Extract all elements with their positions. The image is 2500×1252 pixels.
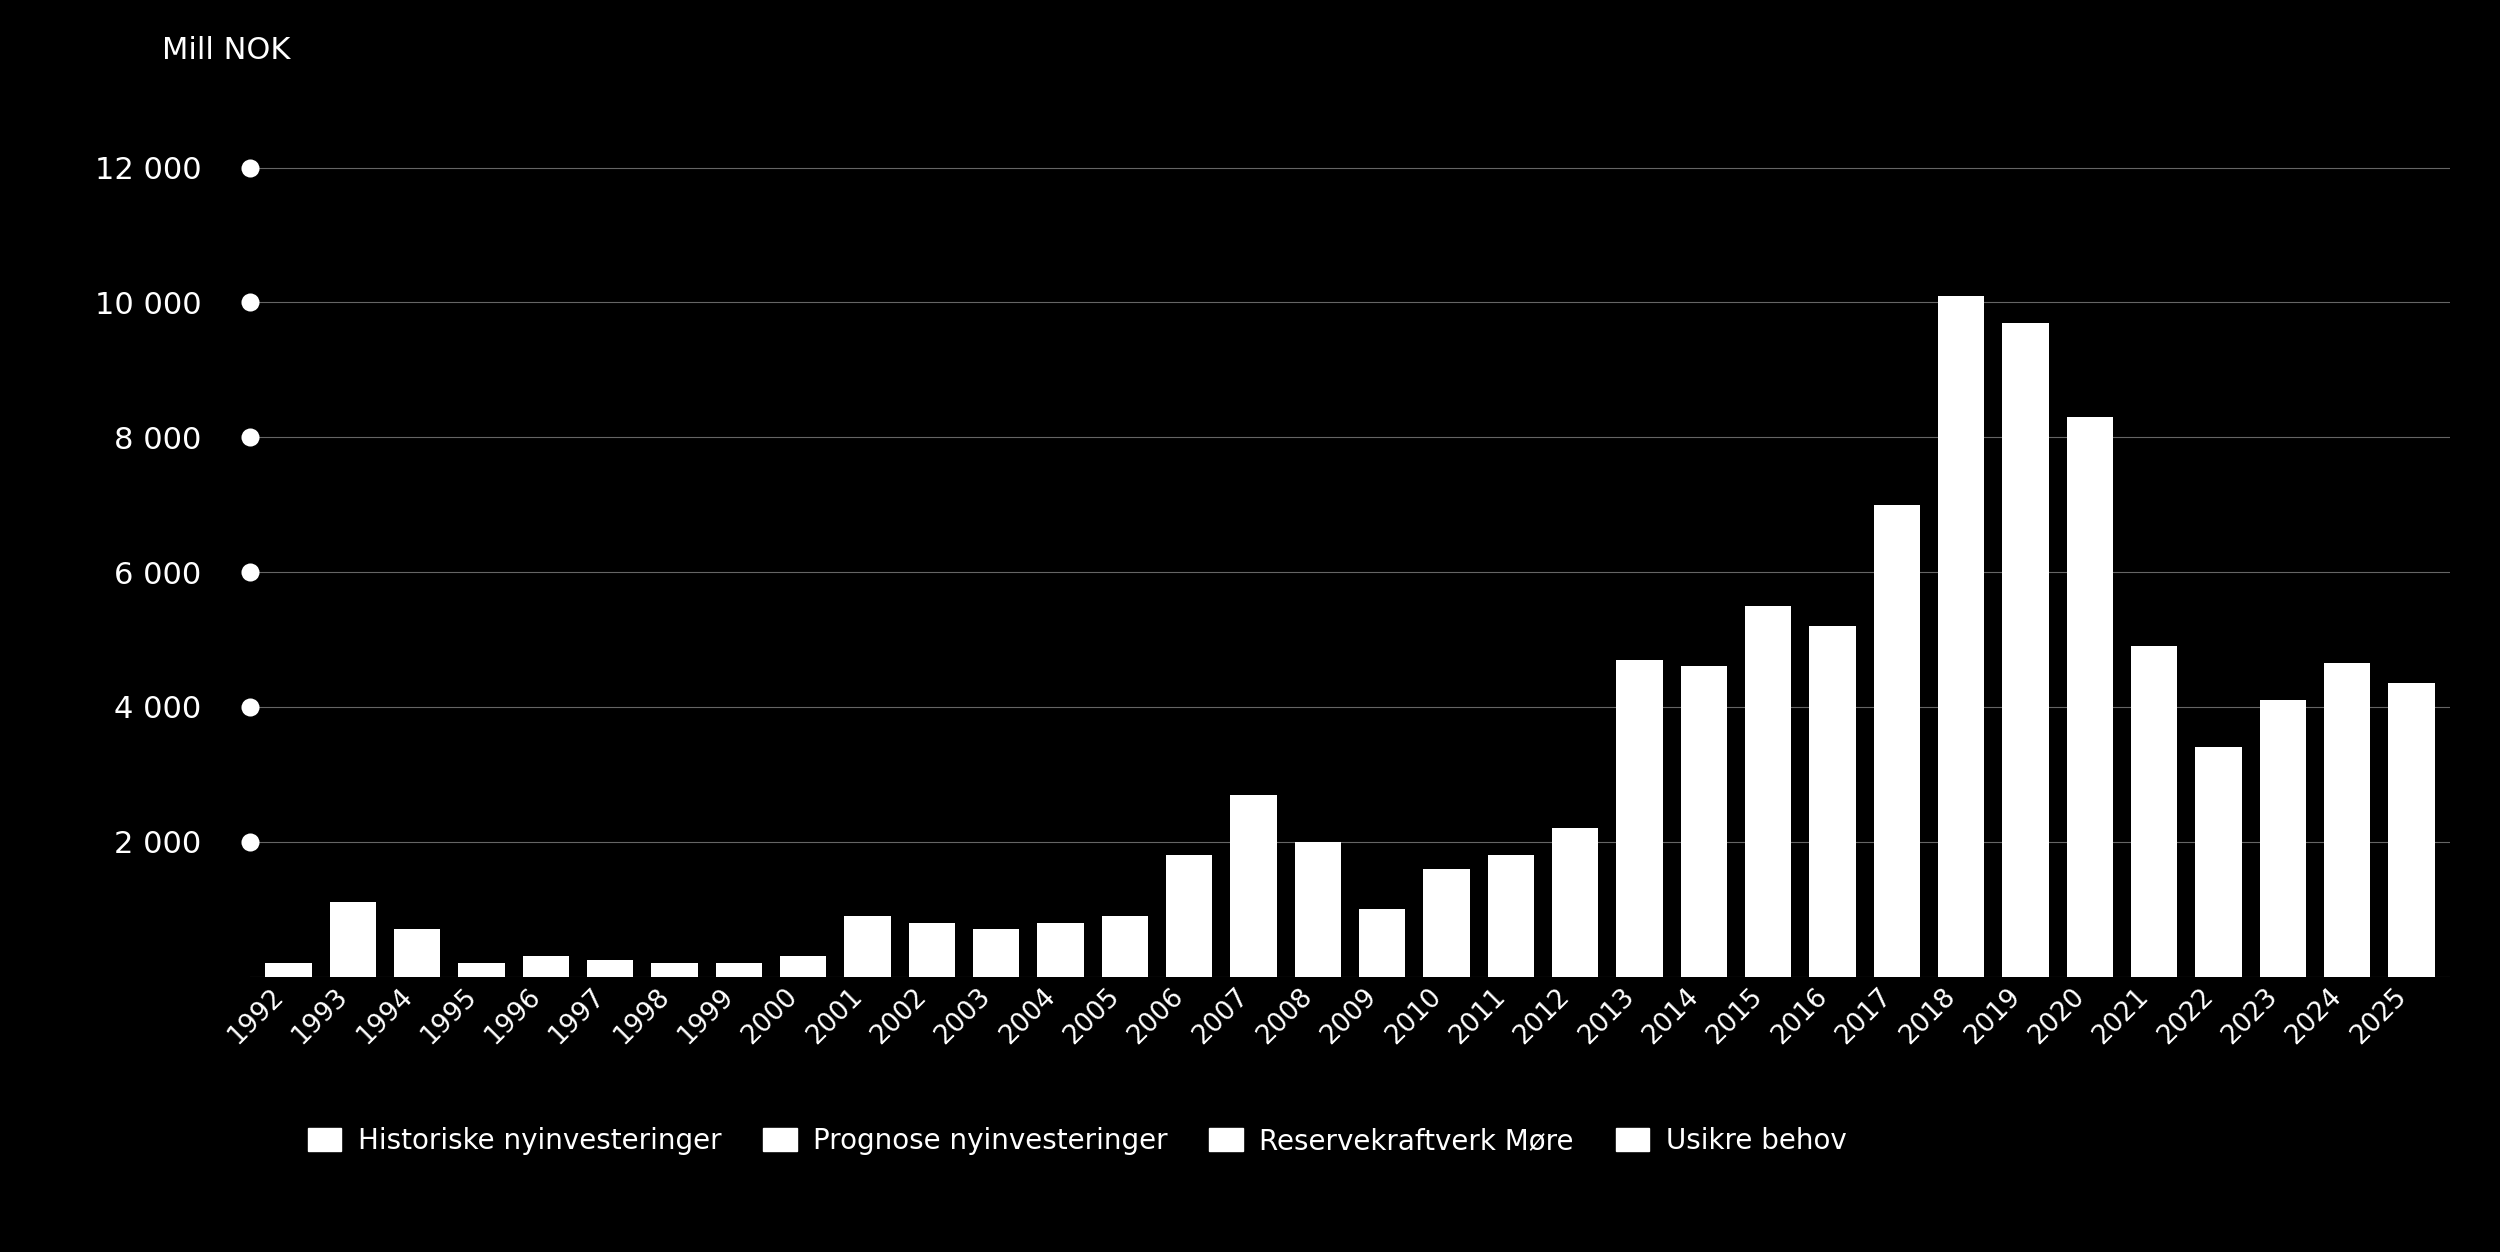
Bar	[2260, 700, 2305, 977]
Bar	[1552, 829, 1598, 977]
Bar	[1810, 626, 1855, 977]
Bar	[972, 929, 1020, 977]
Bar	[845, 916, 890, 977]
Bar	[1745, 606, 1792, 977]
Text: Mill NOK: Mill NOK	[162, 36, 290, 65]
Bar	[2002, 323, 2047, 977]
Bar	[522, 957, 570, 977]
Bar	[908, 923, 955, 977]
Bar	[458, 963, 505, 977]
Legend: Historiske nyinvesteringer, Prognose nyinvesteringer, Reservekraftverk Møre, Usi: Historiske nyinvesteringer, Prognose nyi…	[308, 1128, 1848, 1156]
Bar	[1360, 909, 1405, 977]
Bar	[1102, 916, 1148, 977]
Bar	[2325, 664, 2370, 977]
Bar	[1038, 923, 1082, 977]
Bar	[1938, 295, 1985, 977]
Bar	[2068, 417, 2112, 977]
Bar	[265, 963, 312, 977]
Bar	[1165, 855, 1212, 977]
Bar	[588, 960, 632, 977]
Bar	[1938, 316, 1985, 977]
Bar	[1680, 666, 1727, 977]
Bar	[780, 957, 828, 977]
Bar	[2195, 747, 2242, 977]
Bar	[2388, 684, 2435, 977]
Bar	[1422, 869, 1470, 977]
Bar	[1488, 855, 1535, 977]
Bar	[1618, 660, 1662, 977]
Bar	[1230, 795, 1278, 977]
Bar	[1295, 841, 1340, 977]
Bar	[715, 963, 762, 977]
Bar	[1872, 505, 1920, 977]
Bar	[2130, 646, 2178, 977]
Bar	[652, 963, 698, 977]
Bar	[330, 903, 375, 977]
Bar	[395, 929, 440, 977]
